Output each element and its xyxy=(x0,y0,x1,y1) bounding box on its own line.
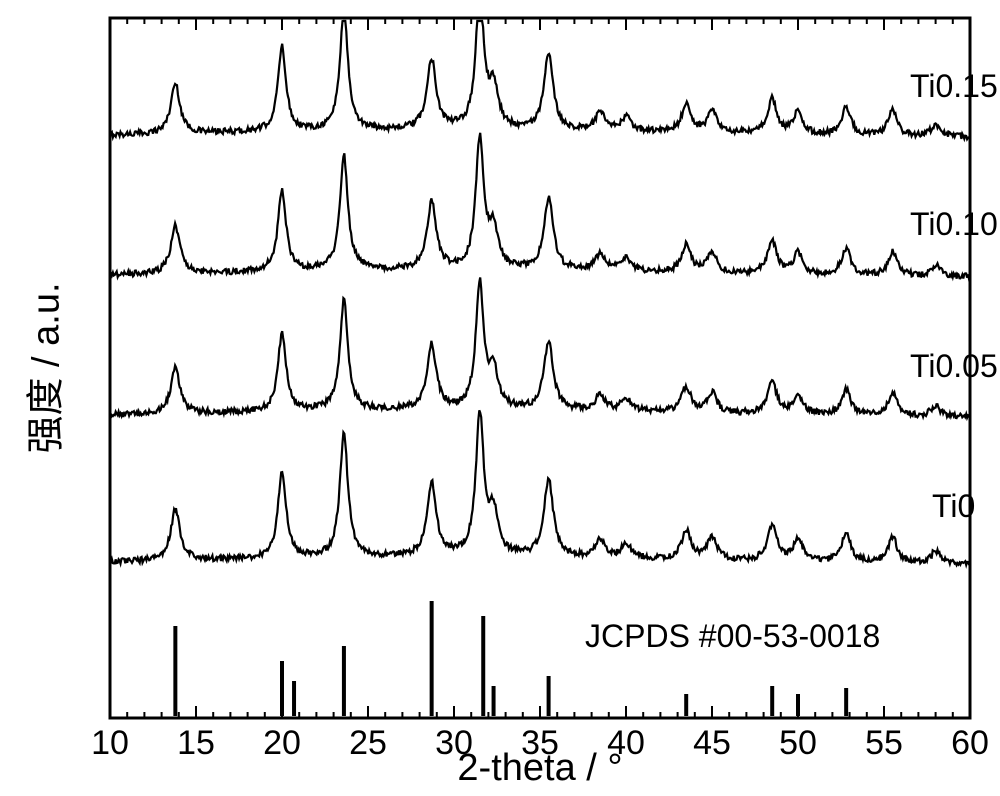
x-tick-label: 20 xyxy=(263,724,301,763)
x-tick-label: 60 xyxy=(951,724,989,763)
series-label-Ti0: Ti0 xyxy=(932,488,975,525)
x-tick-label: 30 xyxy=(435,724,473,763)
x-tick-label: 55 xyxy=(865,724,903,763)
xrd-trace-Ti0.10 xyxy=(110,133,970,279)
xrd-trace-Ti0.15 xyxy=(110,21,970,139)
series-label-Ti0.05: Ti0.05 xyxy=(910,348,998,385)
x-tick-label: 15 xyxy=(177,724,215,763)
x-tick-label: 35 xyxy=(521,724,559,763)
series-label-Ti0.15: Ti0.15 xyxy=(910,68,998,105)
xrd-figure: 强度 / a.u. 2-theta / ° 101520253035404550… xyxy=(0,0,1000,796)
reference-label: JCPDS #00-53-0018 xyxy=(585,618,880,655)
x-tick-label: 50 xyxy=(779,724,817,763)
y-axis-label: 强度 / a.u. xyxy=(15,282,70,453)
x-tick-label: 25 xyxy=(349,724,387,763)
x-tick-label: 45 xyxy=(693,724,731,763)
x-tick-label: 40 xyxy=(607,724,645,763)
x-tick-label: 10 xyxy=(91,724,129,763)
series-label-Ti0.10: Ti0.10 xyxy=(910,206,998,243)
xrd-trace-Ti0.05 xyxy=(110,278,970,419)
xrd-trace-Ti0 xyxy=(110,410,970,565)
plot-area xyxy=(0,0,1000,796)
